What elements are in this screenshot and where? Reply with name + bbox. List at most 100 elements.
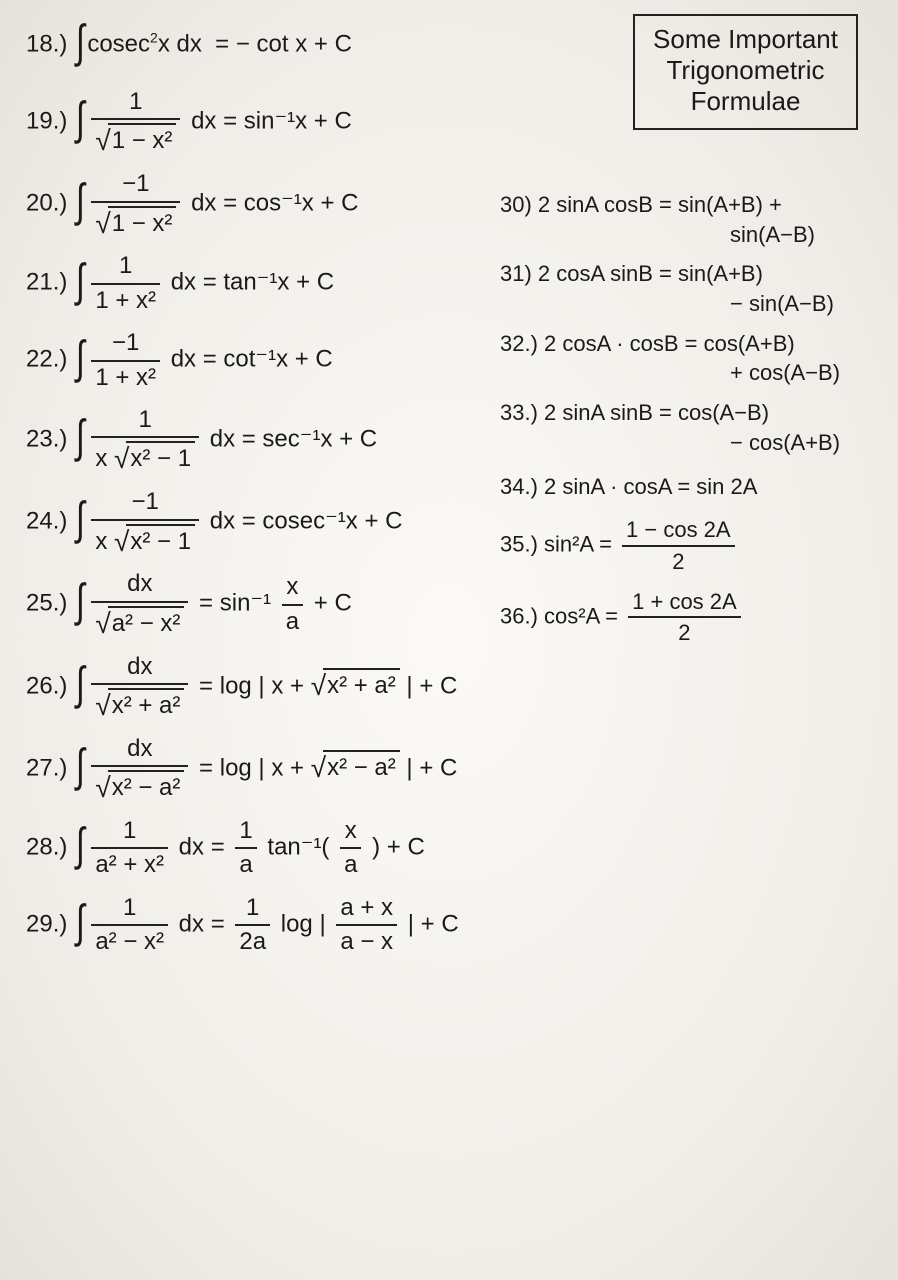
numerator: 1 (235, 892, 270, 924)
integral-icon: ∫ (76, 569, 85, 631)
sqrt-arg: x² − a² (108, 770, 185, 804)
integral-icon: ∫ (76, 890, 85, 952)
integral-icon: ∫ (76, 326, 85, 388)
right-column: 30) 2 sinA cosB = sin(A+B) + sin(A−B) 31… (500, 190, 870, 658)
fraction: −1 √1 − x² (91, 168, 180, 240)
denominator: a² − x² (91, 924, 168, 958)
fraction: −1 1 + x² (91, 327, 160, 394)
sqrt-arg: x² − a² (323, 750, 400, 784)
fraction: 1 √1 − x² (91, 86, 180, 158)
item-number: 29.) (26, 910, 67, 937)
formula-36: 36.) cos²A = 1 + cos 2A 2 (500, 587, 870, 648)
item-number: 35.) (500, 532, 538, 557)
radical-icon: √ (95, 687, 110, 725)
den-prefix: x (95, 445, 114, 472)
item-number: 30) (500, 192, 532, 217)
expr: 2 sinA sinB = cos(A−B) (544, 400, 769, 425)
fraction: 1 a² + x² (91, 815, 168, 882)
rhs-frac1: 1 a (235, 815, 256, 882)
numerator: 1 (91, 86, 180, 118)
rhs-pre: = sin⁻¹ (199, 590, 278, 617)
title-line-1: Some Important (653, 24, 838, 55)
fraction: 1 x √x² − 1 (91, 404, 199, 476)
expr-cont: − cos(A+B) (500, 428, 870, 458)
formula-34: 34.) 2 sinA · cosA = sin 2A (500, 472, 870, 502)
denominator: x √x² − 1 (91, 519, 199, 559)
expr-cont: sin(A−B) (500, 220, 870, 250)
numerator: a + x (336, 892, 397, 924)
numerator: 1 (91, 404, 199, 436)
rhs-mid: tan⁻¹( (267, 834, 329, 861)
radical-icon: √ (95, 122, 110, 160)
numerator: dx (91, 733, 188, 765)
rhs-pre: = log | x + (199, 672, 311, 699)
denominator: 2a (235, 924, 270, 958)
item-number: 36.) (500, 603, 538, 628)
denominator: x √x² − 1 (91, 436, 199, 476)
tail: dx = cot⁻¹x + C (171, 346, 333, 373)
rhs-post: | + C (408, 910, 459, 937)
rhs-fraction: x a (282, 571, 303, 638)
item-number: 18.) (26, 30, 67, 57)
sqrt-arg: 1 − x² (108, 206, 177, 240)
rhs-mid: log | (281, 910, 333, 937)
numerator: 1 (235, 815, 256, 847)
expr: 2 sinA · cosA = sin 2A (544, 474, 757, 499)
sqrt-arg: a² − x² (108, 606, 185, 640)
sqrt-arg: 1 − x² (108, 123, 177, 157)
lhs: sin²A = (544, 532, 618, 557)
title-box: Some Important Trigonometric Formulae (633, 14, 858, 130)
radical-icon: √ (95, 605, 110, 643)
sqrt-arg: x² + a² (323, 668, 400, 702)
expr-cont: − sin(A−B) (500, 289, 870, 319)
numerator: 1 (91, 250, 160, 282)
left-column: 18.) ∫ cosec2x dx = − cot x + C 19.) ∫ 1… (26, 14, 546, 969)
formula-28: 28.) ∫ 1 a² + x² dx = 1 a tan⁻¹( x a ) +… (26, 815, 546, 882)
numerator: −1 (91, 486, 199, 518)
title-line-2: Trigonometric (653, 55, 838, 86)
rhs-pre: dx = (179, 834, 232, 861)
rhs-post: + C (314, 590, 352, 617)
den-prefix: x (95, 528, 114, 555)
item-number: 31) (500, 261, 532, 286)
sqrt-arg: x² − 1 (126, 524, 195, 558)
handwritten-page: Some Important Trigonometric Formulae 18… (0, 0, 898, 1280)
expr: 2 cosA sinB = sin(A+B) (538, 261, 763, 286)
formula-30: 30) 2 sinA cosB = sin(A+B) + sin(A−B) (500, 190, 870, 249)
numerator: 1 − cos 2A (622, 515, 735, 545)
rhs-pre: = log | x + (199, 754, 311, 781)
integral-icon: ∫ (76, 813, 85, 875)
denominator: a (282, 604, 303, 638)
denominator: √x² − a² (91, 765, 188, 805)
fraction: 1 − cos 2A 2 (622, 515, 735, 576)
rhs-pre: dx = (179, 910, 232, 937)
formula-32: 32.) 2 cosA · cosB = cos(A+B) + cos(A−B) (500, 329, 870, 388)
denominator: 2 (622, 545, 735, 577)
numerator: −1 (91, 327, 160, 359)
fraction: dx √a² − x² (91, 568, 188, 640)
numerator: 1 (91, 892, 168, 924)
formula-25: 25.) ∫ dx √a² − x² = sin⁻¹ x a + C (26, 568, 546, 640)
numerator: 1 + cos 2A (628, 587, 741, 617)
rhs: = − cot x + C (215, 30, 352, 57)
sqrt-arg: x² − 1 (126, 441, 195, 475)
denominator: a² + x² (91, 847, 168, 881)
integral-icon: ∫ (76, 652, 85, 714)
formula-23: 23.) ∫ 1 x √x² − 1 dx = sec⁻¹x + C (26, 404, 546, 476)
fraction: dx √x² − a² (91, 733, 188, 805)
denominator: a − x (336, 924, 397, 958)
formula-26: 26.) ∫ dx √x² + a² = log | x + √x² + a² … (26, 651, 546, 723)
integral-icon: ∫ (76, 249, 85, 311)
item-number: 23.) (26, 425, 67, 452)
item-number: 24.) (26, 508, 67, 535)
tail: dx = cosec⁻¹x + C (210, 508, 403, 535)
denominator: 2 (628, 616, 741, 648)
integral-icon: ∫ (76, 10, 85, 72)
radical-icon: √ (114, 440, 129, 478)
formula-29: 29.) ∫ 1 a² − x² dx = 1 2a log | a + x a… (26, 892, 546, 959)
radical-icon: √ (95, 769, 110, 807)
lhs: cos²A = (544, 603, 624, 628)
denominator: 1 + x² (91, 283, 160, 317)
formula-27: 27.) ∫ dx √x² − a² = log | x + √x² − a² … (26, 733, 546, 805)
expr: 2 sinA cosB = sin(A+B) + (538, 192, 782, 217)
